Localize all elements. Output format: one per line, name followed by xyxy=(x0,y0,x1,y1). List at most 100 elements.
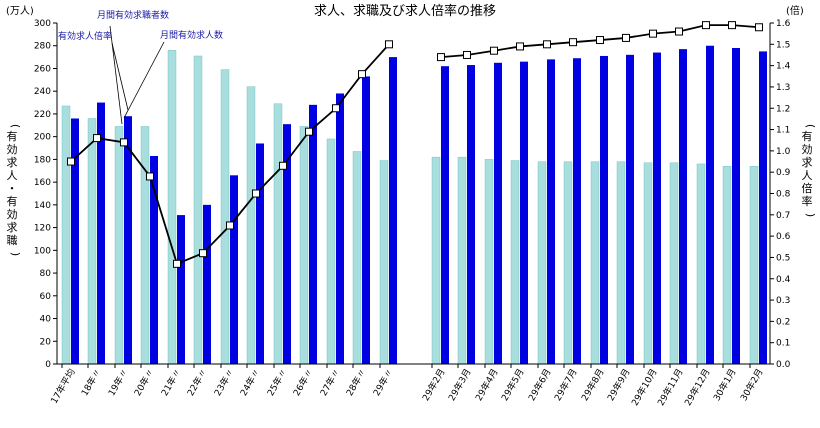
ratio-marker xyxy=(305,127,313,136)
job-openings-bar xyxy=(150,155,158,364)
ratio-marker xyxy=(437,53,445,62)
right-axis-unit: (倍) xyxy=(786,4,804,17)
axis-label-paren: ( xyxy=(9,124,22,128)
job-seekers-bar xyxy=(167,50,177,365)
right-tick-label: 0.6 xyxy=(776,232,791,242)
category-label: 23年〃 xyxy=(211,367,236,399)
job-seekers-bar xyxy=(352,151,362,365)
job-openings-bar xyxy=(124,116,132,364)
ratio-marker xyxy=(120,138,128,147)
left-tick-label: 40 xyxy=(40,315,52,325)
job-openings-bar xyxy=(679,49,687,364)
right-tick-labels: 0.0 0.1 0.2 0.3 0.4 0.5 0.6 0.7 0.8 0.9 1.0 1.1 1.2 1… xyxy=(776,19,791,370)
job-seekers-bar xyxy=(140,126,150,365)
job-seekers-bar xyxy=(484,159,494,365)
category-label: 20年〃 xyxy=(131,367,156,399)
job-seekers-bar xyxy=(590,161,600,365)
axis-label-char: 求 xyxy=(802,156,813,169)
left-tick-label: 240 xyxy=(34,87,51,97)
job-seekers-bar xyxy=(616,161,626,365)
job-seekers-bar xyxy=(537,161,547,365)
ratio-marker xyxy=(622,33,630,42)
right-tick-label: 1.2 xyxy=(776,104,790,114)
category-label: 26年〃 xyxy=(290,367,315,399)
job-openings-bar xyxy=(362,76,370,364)
leader-line-ratio xyxy=(111,42,129,111)
right-tick-label: 0.4 xyxy=(776,275,791,285)
category-label: 29年7月 xyxy=(552,367,580,403)
job-openings-bar xyxy=(309,104,317,364)
job-seekers-bar xyxy=(220,69,230,365)
right-tick-label: 1.6 xyxy=(776,19,791,29)
right-tick-label: 0.3 xyxy=(776,296,790,306)
left-tick-label: 280 xyxy=(34,42,51,52)
series-label-ratio: 有効求人倍率 xyxy=(58,30,112,42)
job-seekers-bar xyxy=(669,162,679,365)
ratio-marker xyxy=(226,221,234,230)
axis-label-char: 有 xyxy=(802,129,813,143)
job-seekers-bar xyxy=(61,105,71,365)
job-seekers-bar xyxy=(643,162,653,365)
series-label-job-seekers: 月間有効求職者数 xyxy=(97,9,169,21)
right-tick-label: 1.4 xyxy=(776,62,791,72)
job-openings-bar xyxy=(467,65,475,364)
job-openings-bar xyxy=(494,62,502,365)
job-openings-bar xyxy=(706,45,714,364)
axis-label-paren: ) xyxy=(9,252,22,256)
job-openings-bar xyxy=(283,124,291,364)
job-seekers-bar xyxy=(510,160,520,365)
ratio-marker xyxy=(93,134,101,143)
job-openings-bar xyxy=(203,204,211,364)
category-label: 24年〃 xyxy=(237,367,262,399)
category-label: 28年〃 xyxy=(343,367,368,399)
category-label: 29年4月 xyxy=(473,367,501,403)
axis-label-char: 有 xyxy=(7,194,18,208)
axis-label-char: ・ xyxy=(7,182,18,195)
series-label-job-openings: 月間有効求人数 xyxy=(160,29,223,41)
left-tick-label: 80 xyxy=(40,269,52,279)
left-tick-label: 60 xyxy=(40,292,52,302)
axis-label-char: 効 xyxy=(7,142,18,156)
axes xyxy=(53,22,774,368)
right-tick-label: 0.8 xyxy=(776,190,791,200)
job-seekers-bar xyxy=(273,103,283,365)
category-label: 27年〃 xyxy=(317,367,342,399)
left-tick-labels: 0 20 40 60 80 100 120 140 160 180 200 220 240 260 280 3… xyxy=(34,19,51,370)
category-label: 29年〃 xyxy=(370,367,395,399)
ratio-marker xyxy=(199,249,207,258)
right-tick-label: 0.5 xyxy=(776,253,790,263)
right-tick-label: 0.0 xyxy=(776,360,791,370)
ratio-marker xyxy=(490,46,498,55)
right-tick-label: 0.1 xyxy=(776,339,790,349)
left-tick-label: 300 xyxy=(34,19,51,29)
right-tick-label: 1.0 xyxy=(776,147,791,157)
job-openings-bar xyxy=(600,55,608,365)
right-tick-label: 0.7 xyxy=(776,211,790,221)
category-label: 25年〃 xyxy=(264,367,289,399)
category-label: 17年平均 xyxy=(48,367,78,406)
left-tick-label: 220 xyxy=(34,110,51,120)
job-openings-bar xyxy=(336,93,344,365)
category-label: 22年〃 xyxy=(184,367,209,399)
ratio-marker xyxy=(543,40,551,49)
category-label: 29年8月 xyxy=(579,367,607,403)
job-seekers-bar xyxy=(431,156,441,365)
axis-label-char: 求 xyxy=(7,221,18,234)
job-seekers-bar xyxy=(379,160,389,365)
left-tick-label: 0 xyxy=(45,360,51,370)
job-seekers-bars xyxy=(61,50,759,365)
ratio-marker xyxy=(146,172,154,181)
left-tick-label: 200 xyxy=(34,133,51,143)
ratio-marker xyxy=(67,157,75,166)
job-openings-bar xyxy=(759,51,767,365)
job-openings-bar xyxy=(626,54,634,365)
category-label: 19年〃 xyxy=(105,367,130,399)
job-openings-bar xyxy=(71,118,79,364)
job-seekers-bar xyxy=(749,166,759,365)
job-seekers-bar xyxy=(722,166,732,365)
job-openings-bar xyxy=(177,215,185,364)
axis-label-char: 倍 xyxy=(802,181,813,195)
ratio-marker xyxy=(332,104,340,113)
axis-label-char: 有 xyxy=(7,129,18,143)
